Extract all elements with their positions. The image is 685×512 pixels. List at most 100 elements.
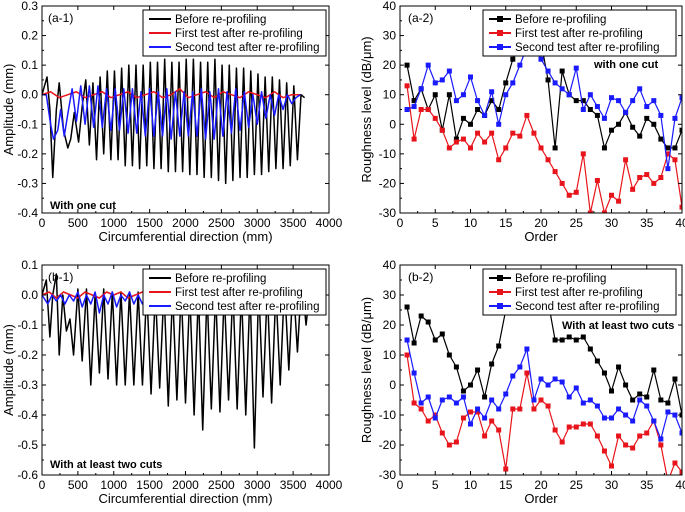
data-point — [538, 397, 544, 403]
x-tick-label: 3000 — [244, 216, 271, 230]
data-point — [460, 92, 466, 98]
x-tick-label: 0 — [39, 216, 46, 230]
data-point — [538, 145, 544, 151]
data-point — [489, 418, 495, 424]
data-point — [587, 421, 593, 427]
data-point — [482, 139, 488, 145]
data-point — [468, 421, 473, 427]
x-tick-label: 20 — [534, 216, 548, 230]
data-point — [432, 115, 438, 121]
data-point — [503, 145, 509, 151]
data-point — [418, 107, 424, 112]
y-tick-label: 0.1 — [21, 258, 38, 272]
legend-marker — [497, 30, 503, 36]
data-point — [672, 460, 678, 466]
data-point — [630, 98, 636, 104]
data-point — [404, 352, 410, 358]
data-point — [665, 409, 671, 415]
data-point — [418, 400, 424, 406]
data-point — [616, 406, 622, 412]
data-point — [453, 136, 459, 142]
data-point — [531, 130, 537, 136]
data-point — [658, 136, 664, 142]
data-point — [453, 400, 459, 406]
data-point — [566, 334, 572, 340]
legend-label: Before re-profiling — [175, 14, 266, 26]
y-tick-label: -0.2 — [17, 147, 38, 161]
data-point — [573, 65, 579, 71]
data-point — [651, 180, 657, 186]
x-tick-label: 10 — [464, 478, 478, 492]
data-point — [425, 62, 431, 68]
data-point — [496, 406, 502, 412]
y-tick-label: 0.3 — [21, 0, 38, 13]
data-point — [425, 418, 431, 424]
data-point — [475, 406, 481, 412]
data-point — [601, 210, 607, 213]
legend-box — [142, 9, 327, 57]
data-point — [475, 107, 481, 112]
y-tick-label: 40 — [383, 0, 397, 13]
legend: Before re-profiling First test after re-p… — [482, 268, 677, 316]
data-point — [425, 319, 431, 325]
y-tick-label: -0.1 — [17, 318, 38, 332]
x-tick-label: 1000 — [100, 478, 127, 492]
data-point — [439, 77, 445, 83]
data-point — [679, 95, 682, 101]
data-point — [545, 68, 551, 74]
x-tick-label: 2000 — [172, 478, 199, 492]
data-point — [665, 479, 670, 484]
y-tick-label: -0.6 — [17, 468, 38, 482]
y-tick-label: 30 — [383, 29, 397, 43]
y-tick-label: -20 — [379, 438, 397, 452]
data-point — [411, 136, 417, 142]
x-tick-label: 10 — [464, 216, 478, 230]
y-tick-label: 0.0 — [21, 88, 38, 102]
data-point — [672, 115, 678, 121]
data-point — [630, 445, 636, 451]
data-point — [559, 337, 565, 343]
data-point — [587, 346, 593, 352]
data-point — [460, 394, 466, 400]
data-point — [538, 56, 544, 62]
data-point — [404, 83, 410, 89]
data-point — [559, 439, 565, 445]
data-point — [432, 412, 438, 418]
x-tick-label: 4000 — [316, 478, 343, 492]
legend: Before re-profiling First test after re-p… — [142, 268, 327, 316]
legend-label: Before re-profiling — [515, 273, 606, 285]
x-axis-label: Order — [524, 229, 558, 244]
data-point — [672, 412, 678, 418]
data-point — [545, 382, 551, 388]
data-point — [651, 418, 657, 424]
data-point — [637, 433, 643, 439]
x-tick-label: 4000 — [316, 216, 343, 230]
data-point — [587, 107, 593, 112]
data-point — [404, 107, 410, 112]
data-point — [580, 107, 586, 112]
data-point — [594, 403, 600, 409]
data-point — [616, 98, 622, 104]
y-tick-label: -30 — [379, 468, 397, 482]
data-point — [658, 397, 664, 403]
data-point — [658, 442, 664, 448]
data-point — [672, 145, 678, 151]
data-point — [432, 80, 438, 86]
y-tick-label: -10 — [379, 147, 397, 161]
data-point — [594, 112, 600, 118]
data-point — [594, 177, 600, 183]
data-point — [601, 415, 607, 421]
data-point — [637, 175, 643, 181]
y-tick-label: 30 — [383, 288, 397, 302]
panel-label: (a-1) — [48, 11, 73, 25]
data-point — [552, 169, 558, 175]
y-tick-label: 10 — [383, 88, 397, 102]
x-tick-label: 5 — [432, 478, 439, 492]
data-point — [404, 62, 410, 68]
data-point — [446, 394, 452, 400]
data-point — [580, 98, 586, 104]
data-point — [460, 388, 466, 394]
data-point — [468, 145, 473, 151]
data-point — [510, 56, 516, 62]
